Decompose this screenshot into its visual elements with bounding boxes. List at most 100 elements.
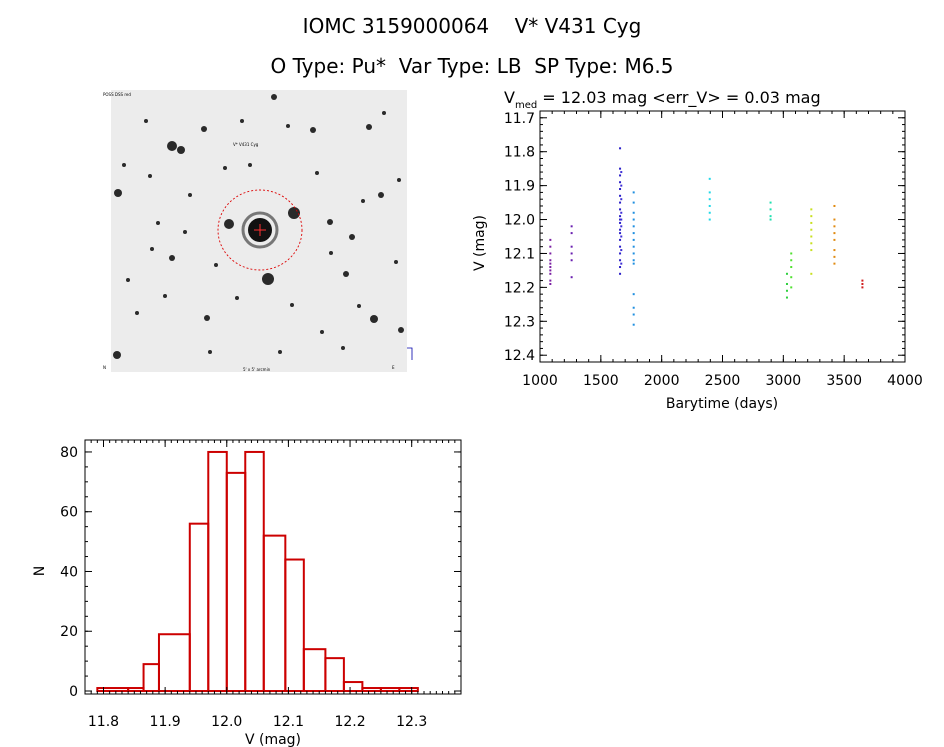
data-point	[833, 225, 836, 228]
histogram-bar	[157, 633, 191, 693]
data-point	[769, 201, 772, 204]
x-tick-label: 12.1	[273, 714, 304, 730]
x-tick-label: 12.0	[211, 714, 242, 730]
data-point	[570, 232, 573, 235]
data-point	[833, 249, 836, 252]
data-point	[708, 211, 711, 214]
data-point	[769, 208, 772, 211]
data-point	[570, 259, 573, 262]
data-point	[785, 289, 788, 292]
light-curve-title-prefix: V	[504, 88, 515, 107]
data-point	[833, 218, 836, 221]
data-point	[619, 208, 622, 211]
y-tick-label: 12.3	[504, 314, 535, 330]
data-point	[632, 191, 635, 194]
data-point	[632, 313, 635, 316]
data-point	[549, 272, 552, 275]
data-point	[810, 215, 813, 218]
histogram-bar	[302, 648, 327, 693]
data-point	[810, 208, 813, 211]
data-point	[619, 188, 622, 191]
data-point	[785, 296, 788, 299]
data-point	[619, 259, 622, 262]
x-tick-label: 11.9	[150, 714, 181, 730]
data-point	[632, 225, 635, 228]
data-point	[620, 262, 623, 265]
data-point	[861, 286, 864, 289]
data-point	[620, 184, 623, 187]
histogram-ticks: 11.8 11.9 12.0 12.1 12.2 12.3 0 20 40 60 80	[60, 440, 462, 730]
data-point	[833, 238, 836, 241]
data-point	[708, 204, 711, 207]
data-point	[632, 245, 635, 248]
data-point	[619, 147, 622, 150]
data-point	[769, 218, 772, 221]
x-tick-label: 2500	[705, 373, 741, 389]
histogram-ylabel: N	[32, 566, 48, 576]
histogram-bar	[207, 450, 228, 693]
data-point	[810, 272, 813, 275]
data-point	[632, 259, 635, 262]
data-point	[549, 252, 552, 255]
data-point	[549, 262, 552, 265]
x-tick-label: 2000	[644, 373, 680, 389]
chart-title-line-1: IOMC 3159000064 V* V431 Cyg	[302, 14, 642, 38]
x-tick-label: 1000	[522, 373, 558, 389]
data-point	[619, 167, 622, 170]
y-tick-label: 20	[60, 624, 78, 640]
histogram-bar	[225, 471, 247, 693]
data-point	[810, 235, 813, 238]
data-point	[549, 279, 552, 282]
light-curve-title: Vmed = 12.03 mag <err_V> = 0.03 mag	[504, 88, 821, 111]
data-point	[570, 252, 573, 255]
data-point	[861, 279, 864, 282]
histogram-bars	[96, 450, 419, 693]
chart-title-line-2: O Type: Pu* Var Type: LB SP Type: M6.5	[270, 54, 674, 78]
histogram-bar	[127, 687, 145, 693]
light-curve-title-rest: = 12.03 mag <err_V> = 0.03 mag	[537, 88, 820, 108]
y-tick-label: 12.0	[504, 213, 535, 229]
data-point	[549, 269, 552, 272]
histogram-bar	[96, 687, 130, 693]
data-point	[810, 242, 813, 245]
data-point	[632, 211, 635, 214]
data-point	[620, 249, 623, 252]
data-point	[619, 194, 622, 197]
data-point	[810, 249, 813, 252]
data-point	[620, 198, 623, 201]
light-curve-points	[549, 147, 864, 326]
data-point	[632, 323, 635, 326]
x-tick-label: 12.2	[334, 714, 365, 730]
data-point	[833, 262, 836, 265]
data-point	[549, 282, 552, 285]
data-point	[790, 276, 793, 279]
light-curve-title-subscript: med	[515, 100, 537, 111]
y-tick-label: 11.7	[504, 111, 535, 127]
y-tick-label: 12.1	[504, 246, 535, 262]
data-point	[769, 215, 772, 218]
histogram-xlabel: V (mag)	[245, 732, 301, 747]
data-point	[619, 232, 622, 235]
histogram-bar	[284, 558, 305, 693]
data-point	[632, 252, 635, 255]
data-point	[620, 218, 623, 221]
histogram-bar	[379, 687, 401, 693]
data-point	[549, 259, 552, 262]
light-curve-ylabel: V (mag)	[472, 215, 488, 271]
data-point	[549, 266, 552, 269]
data-point	[833, 204, 836, 207]
histogram-bar	[324, 657, 345, 693]
histogram-bar	[361, 687, 382, 693]
data-point	[790, 266, 793, 269]
data-point	[785, 282, 788, 285]
data-point	[619, 215, 622, 218]
histogram-bar	[244, 450, 265, 693]
data-point	[620, 171, 623, 174]
data-point	[790, 259, 793, 262]
data-point	[833, 255, 836, 258]
data-point	[708, 218, 711, 221]
data-point	[570, 245, 573, 248]
y-tick-label: 12.4	[504, 348, 535, 364]
